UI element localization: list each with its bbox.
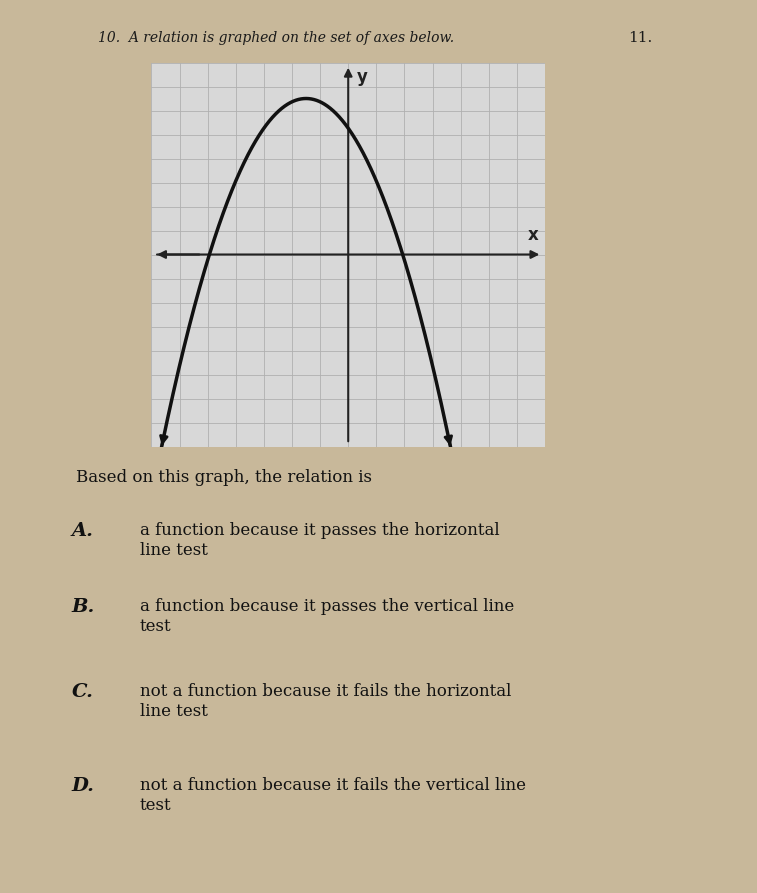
Text: x: x (528, 226, 539, 244)
Text: C.: C. (72, 683, 94, 701)
Text: not a function because it fails the vertical line
test: not a function because it fails the vert… (140, 777, 526, 814)
Text: Based on this graph, the relation is: Based on this graph, the relation is (76, 469, 372, 486)
Text: B.: B. (72, 598, 95, 616)
Text: 10.  A relation is graphed on the set of axes below.: 10. A relation is graphed on the set of … (98, 31, 454, 46)
Text: a function because it passes the vertical line
test: a function because it passes the vertica… (140, 598, 514, 635)
Text: D.: D. (72, 777, 95, 795)
Text: a function because it passes the horizontal
line test: a function because it passes the horizon… (140, 522, 500, 559)
Text: not a function because it fails the horizontal
line test: not a function because it fails the hori… (140, 683, 512, 720)
Text: A.: A. (72, 522, 94, 540)
Text: y: y (357, 68, 368, 86)
Text: 11.: 11. (628, 31, 653, 46)
